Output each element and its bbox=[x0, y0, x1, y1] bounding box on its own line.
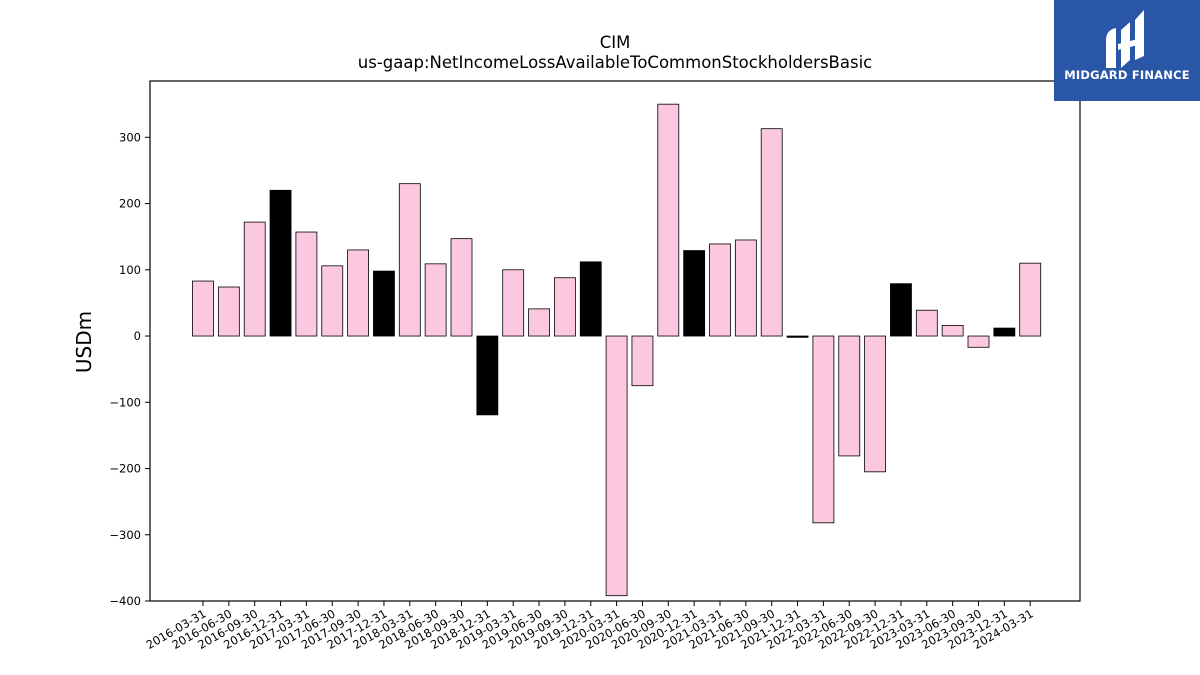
bar-2019-03-31 bbox=[502, 269, 525, 337]
bar-2017-06-30 bbox=[321, 265, 344, 337]
bar-2017-03-31 bbox=[295, 231, 318, 337]
logo-mark-icon bbox=[1106, 10, 1144, 68]
bar-2023-03-31 bbox=[915, 309, 938, 337]
bar-2020-06-30 bbox=[631, 335, 654, 387]
bar-2016-06-30 bbox=[217, 286, 240, 337]
y-tick-label: −100 bbox=[109, 395, 141, 409]
bar-2021-12-31 bbox=[786, 335, 809, 338]
bar-2021-06-30 bbox=[734, 239, 757, 337]
y-tick-label: 200 bbox=[119, 197, 141, 211]
bar-2022-12-31 bbox=[890, 283, 912, 337]
y-tick-label: −200 bbox=[109, 462, 141, 476]
bar-2020-09-30 bbox=[657, 103, 680, 337]
bar-2018-12-31 bbox=[476, 335, 499, 416]
x-axis: 2016-03-312016-06-302016-09-302016-12-31… bbox=[144, 601, 1036, 652]
bars-group bbox=[192, 103, 1042, 597]
bar-2019-09-30 bbox=[554, 277, 576, 337]
y-tick-label: −300 bbox=[109, 528, 141, 542]
bar-2019-06-30 bbox=[528, 308, 550, 337]
y-tick-label: −400 bbox=[109, 594, 141, 608]
bar-2022-06-30 bbox=[838, 335, 861, 457]
bar-2023-06-30 bbox=[941, 325, 964, 337]
chart-title: CIM bbox=[599, 33, 631, 52]
bar-2016-03-31 bbox=[192, 280, 214, 337]
bar-2017-09-30 bbox=[347, 249, 370, 337]
brand-logo: MIDGARD FINANCE bbox=[1054, 0, 1200, 101]
plot-frame bbox=[149, 80, 1081, 602]
bar-2018-03-31 bbox=[398, 183, 421, 337]
y-axis: −400 −300 −200 −100 0 100 200 300 bbox=[109, 130, 150, 608]
chart-subtitle: us-gaap:NetIncomeLossAvailableToCommonSt… bbox=[357, 53, 873, 72]
bar-2023-09-30 bbox=[967, 335, 990, 348]
bar-2021-09-30 bbox=[760, 128, 783, 337]
logo-text: MIDGARD FINANCE bbox=[1064, 68, 1190, 82]
bar-2023-12-31 bbox=[993, 327, 1016, 337]
bar-2016-09-30 bbox=[243, 221, 266, 337]
bar-2024-03-31 bbox=[1019, 262, 1042, 337]
bar-2020-03-31 bbox=[605, 335, 628, 597]
bar-2022-09-30 bbox=[864, 335, 886, 473]
bar-2017-12-31 bbox=[373, 270, 395, 337]
y-tick-label: 100 bbox=[119, 263, 141, 277]
bar-2021-03-31 bbox=[709, 243, 731, 337]
bar-2022-03-31 bbox=[812, 335, 835, 524]
bar-2018-06-30 bbox=[424, 263, 447, 337]
bar-2019-12-31 bbox=[579, 261, 602, 337]
y-tick-label: 0 bbox=[134, 329, 141, 343]
y-axis-label: USDm bbox=[72, 311, 96, 373]
bar-2020-12-31 bbox=[683, 250, 706, 337]
bar-2016-12-31 bbox=[269, 189, 292, 337]
bar-2018-09-30 bbox=[450, 238, 473, 337]
y-tick-label: 300 bbox=[119, 130, 141, 144]
